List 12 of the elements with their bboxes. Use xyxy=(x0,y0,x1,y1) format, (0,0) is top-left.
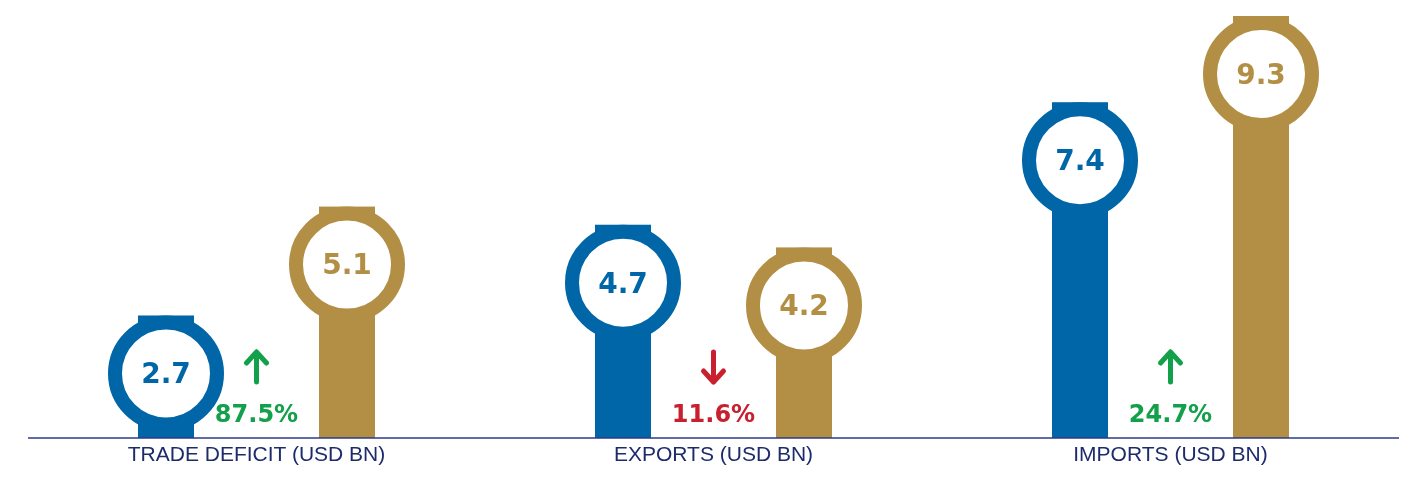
annotation: 11.6% xyxy=(671,400,756,428)
data-label: 4.7 xyxy=(598,266,648,300)
annotation: 87.5% xyxy=(214,400,299,428)
x-tick-label: EXPORTS (USD BN) xyxy=(613,441,814,465)
x-tick-label: IMPORTS (USD BN) xyxy=(1073,441,1268,465)
data-label: 2.7 xyxy=(141,357,191,391)
annotation: 24.7% xyxy=(1128,400,1213,428)
data-label: 5.1 xyxy=(322,248,372,282)
data-label: 7.4 xyxy=(1055,144,1105,178)
x-tick-label: TRADE DEFICIT (USD BN) xyxy=(127,441,386,465)
data-label: 4.2 xyxy=(779,289,829,323)
data-label: 9.3 xyxy=(1236,57,1286,91)
